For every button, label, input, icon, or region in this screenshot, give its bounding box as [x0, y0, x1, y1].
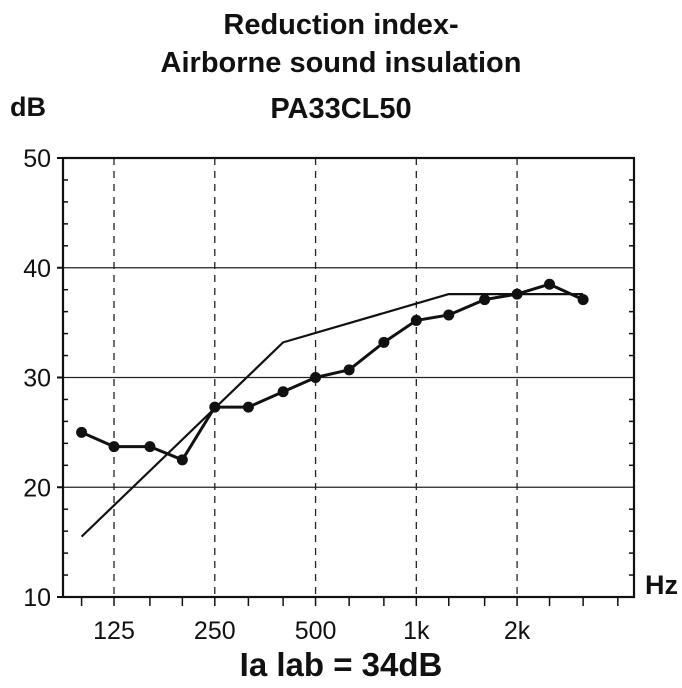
measured-data-point: [479, 294, 491, 306]
x-tick-label: 2k: [504, 617, 531, 645]
y-tick-label: 10: [23, 584, 51, 612]
x-tick-label: 250: [194, 617, 236, 645]
measured-data-point: [410, 314, 422, 326]
measured-series-line: [80, 282, 584, 462]
rating-annotation: Ia lab = 34dB: [239, 646, 443, 683]
chart-title-line-1: Reduction index-: [223, 9, 459, 41]
y-tick-label: 50: [23, 145, 51, 173]
chart-subtitle: PA33CL50: [270, 93, 412, 125]
y-tick-label: 30: [23, 365, 51, 393]
measured-data-point: [378, 336, 390, 348]
x-tick-label: 125: [93, 617, 135, 645]
y-tick-label: 20: [23, 474, 51, 502]
measured-data-point: [242, 401, 254, 413]
measured-data-point: [343, 364, 355, 376]
chart-title-line-2: Airborne sound insulation: [160, 47, 522, 79]
x-tick-label: 500: [295, 617, 337, 645]
measured-data-point: [443, 309, 455, 321]
measured-data-point: [310, 372, 322, 383]
measured-data-point: [544, 278, 556, 290]
y-tick-label: 40: [23, 255, 51, 283]
x-axis-label: Hz: [645, 570, 678, 600]
measured-data-point: [577, 294, 589, 306]
measured-data-point: [176, 454, 188, 466]
measured-data-point: [277, 386, 289, 398]
reference-curve-line: [80, 292, 584, 538]
measured-data-point: [108, 441, 120, 453]
x-tick-label: 1k: [403, 617, 430, 645]
y-axis-label: dB: [10, 92, 46, 122]
measured-data-point: [76, 426, 88, 438]
measured-data-point: [144, 441, 156, 453]
